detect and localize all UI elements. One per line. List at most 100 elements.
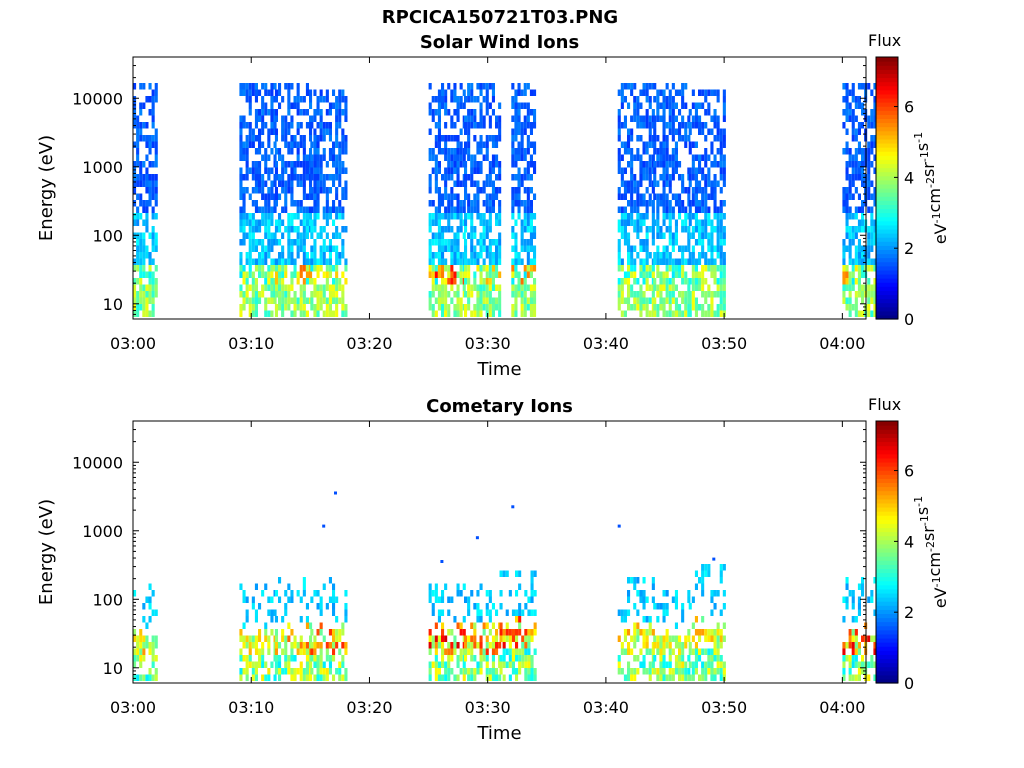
flux-cell [623, 297, 627, 304]
flux-cell [310, 252, 314, 259]
flux-cell [645, 232, 649, 239]
flux-cell [332, 206, 336, 213]
flux-cell [270, 661, 274, 668]
flux-cell [245, 122, 249, 129]
flux-cell [316, 271, 320, 278]
flux-cell [851, 661, 855, 668]
flux-cell [281, 174, 285, 181]
flux-cell [431, 148, 435, 155]
flux-cell [245, 297, 249, 304]
flux-cell [645, 96, 649, 103]
flux-cell [851, 128, 855, 135]
flux-cell [653, 297, 657, 304]
flux-cell [698, 635, 702, 642]
flux-cell [653, 174, 657, 181]
colorbar-tick-label: 4 [904, 532, 914, 551]
flux-cell [459, 96, 463, 103]
flux-cell [270, 310, 274, 317]
flux-cell [659, 648, 663, 655]
flux-cell [154, 187, 158, 194]
flux-cell [309, 271, 313, 278]
flux-cell [335, 102, 339, 109]
flux-cell [642, 616, 646, 623]
flux-cell [491, 635, 495, 642]
flux-cell [270, 616, 274, 623]
flux-cell [139, 174, 143, 181]
flux-cell [485, 655, 489, 662]
flux-cell [854, 629, 858, 636]
flux-cell [437, 616, 441, 623]
flux-cell [273, 141, 277, 148]
flux-cell [133, 180, 137, 187]
flux-cell [665, 148, 669, 155]
flux-cell [154, 284, 158, 291]
flux-cell [344, 590, 348, 597]
flux-cell [428, 187, 432, 194]
colorbar-step [876, 556, 898, 561]
flux-cell [338, 109, 342, 116]
flux-cell [867, 161, 871, 168]
flux-cell [861, 583, 865, 590]
flux-cell [520, 284, 524, 291]
flux-cell [495, 213, 499, 220]
flux-cell [870, 310, 874, 317]
flux-cell [332, 141, 336, 148]
flux-cell [341, 291, 345, 298]
colorbar-tick-label: 0 [904, 674, 914, 693]
flux-cell [278, 642, 282, 649]
flux-cell [305, 167, 309, 174]
flux-cell [254, 297, 258, 304]
flux-cell [861, 102, 865, 109]
x-tick-label: 03:10 [228, 698, 274, 717]
flux-cell [148, 109, 152, 116]
flux-cell [491, 154, 495, 161]
flux-cell [499, 590, 503, 597]
flux-cell [517, 128, 521, 135]
flux-cell [142, 135, 146, 142]
flux-cell [653, 310, 657, 317]
flux-cell [665, 174, 669, 181]
flux-cell [139, 304, 143, 311]
flux-cell [239, 167, 243, 174]
flux-cell [239, 83, 243, 90]
flux-cell [701, 200, 705, 207]
flux-cell [857, 167, 861, 174]
flux-cell [867, 226, 871, 233]
flux-cell [444, 661, 448, 668]
flux-cell [313, 167, 317, 174]
flux-cell [857, 206, 861, 213]
flux-cell [722, 154, 726, 161]
flux-cell [716, 232, 720, 239]
flux-cell [148, 187, 152, 194]
flux-cell [623, 226, 627, 233]
flux-cell [154, 161, 158, 168]
flux-cell [447, 265, 451, 272]
flux-cell [511, 200, 515, 207]
flux-cell [857, 271, 861, 278]
flux-cell [313, 141, 317, 148]
flux-cell [145, 674, 149, 681]
flux-cell [258, 239, 262, 246]
flux-cell [136, 635, 140, 642]
colorbar-step [876, 498, 898, 504]
flux-cell [328, 297, 332, 304]
flux-cell [473, 154, 477, 161]
flux-cell [722, 96, 726, 103]
flux-cell [290, 310, 294, 317]
flux-cell [518, 648, 522, 655]
flux-cell [154, 135, 158, 142]
flux-cell [453, 252, 457, 259]
flux-cell [274, 193, 278, 200]
flux-cell [514, 252, 518, 259]
flux-cell [691, 674, 695, 681]
flux-cell [309, 102, 313, 109]
flux-cell [681, 226, 685, 233]
flux-cell [662, 102, 666, 109]
flux-cell [722, 284, 726, 291]
flux-cell [270, 122, 274, 129]
flux-cell [533, 609, 537, 616]
flux-cell [453, 291, 457, 298]
flux-cell [447, 271, 451, 278]
flux-cell [688, 258, 692, 265]
flux-cell [332, 180, 336, 187]
